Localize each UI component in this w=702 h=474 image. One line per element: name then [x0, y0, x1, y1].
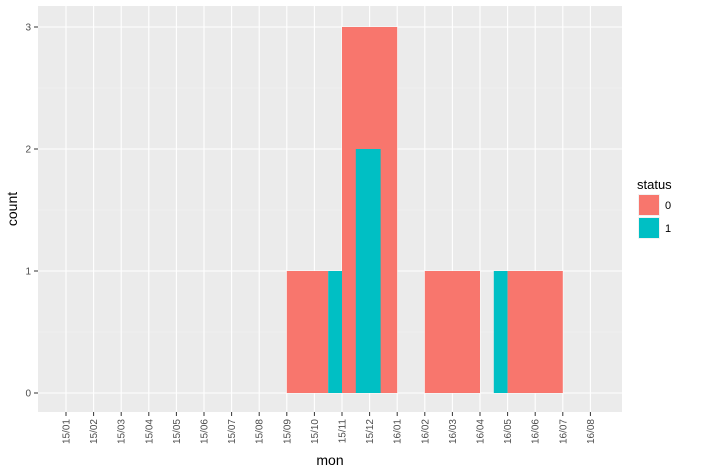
y-tick-label: 1 [25, 267, 31, 278]
legend-label-1: 1 [665, 223, 671, 235]
legend: status 0 1 [637, 177, 672, 239]
x-tick-label: 15/09 [282, 419, 293, 444]
legend-swatch-1 [639, 218, 659, 238]
bar-status-1 [355, 149, 381, 393]
x-tick-label: 16/06 [531, 419, 542, 444]
y-axis: 0 1 2 3 [25, 23, 38, 400]
y-tick-label: 3 [25, 23, 31, 34]
legend-label-0: 0 [665, 200, 671, 212]
legend-title: status [637, 177, 672, 192]
x-tick-label: 16/03 [448, 419, 459, 444]
legend-swatch-0 [639, 195, 659, 215]
bar-status-0 [286, 271, 329, 393]
y-tick-label: 2 [25, 145, 31, 156]
x-tick-label: 15/12 [365, 419, 376, 444]
x-tick-label: 15/11 [338, 419, 349, 444]
x-tick-label: 16/05 [503, 419, 514, 444]
x-tick-label: 16/08 [586, 419, 597, 444]
x-tick-label: 16/07 [558, 419, 569, 444]
bar-status-1 [493, 271, 508, 393]
x-tick-label: 15/02 [89, 419, 100, 444]
bars [286, 27, 563, 393]
x-tick-label: 15/03 [117, 419, 128, 444]
x-axis-title: mon [316, 452, 343, 468]
x-tick-label: 15/05 [172, 419, 183, 444]
x-tick-label: 16/04 [476, 419, 487, 444]
x-tick-label: 15/06 [200, 419, 211, 444]
x-tick-label: 15/04 [144, 419, 155, 444]
x-tick-label: 15/10 [310, 419, 321, 444]
x-axis: 15/01 15/02 15/03 15/04 15/05 15/06 15/07 15/08… [62, 412, 597, 444]
bar-status-0 [507, 271, 563, 393]
x-tick-label: 15/07 [227, 419, 238, 444]
x-tick-label: 15/08 [255, 419, 266, 444]
y-tick-label: 0 [25, 389, 31, 400]
bar-status-1 [328, 271, 342, 393]
y-axis-title: count [4, 192, 20, 226]
x-tick-label: 15/01 [62, 419, 73, 444]
bar-status-0 [424, 271, 480, 393]
x-tick-label: 16/01 [393, 419, 404, 444]
x-tick-label: 16/02 [420, 419, 431, 444]
